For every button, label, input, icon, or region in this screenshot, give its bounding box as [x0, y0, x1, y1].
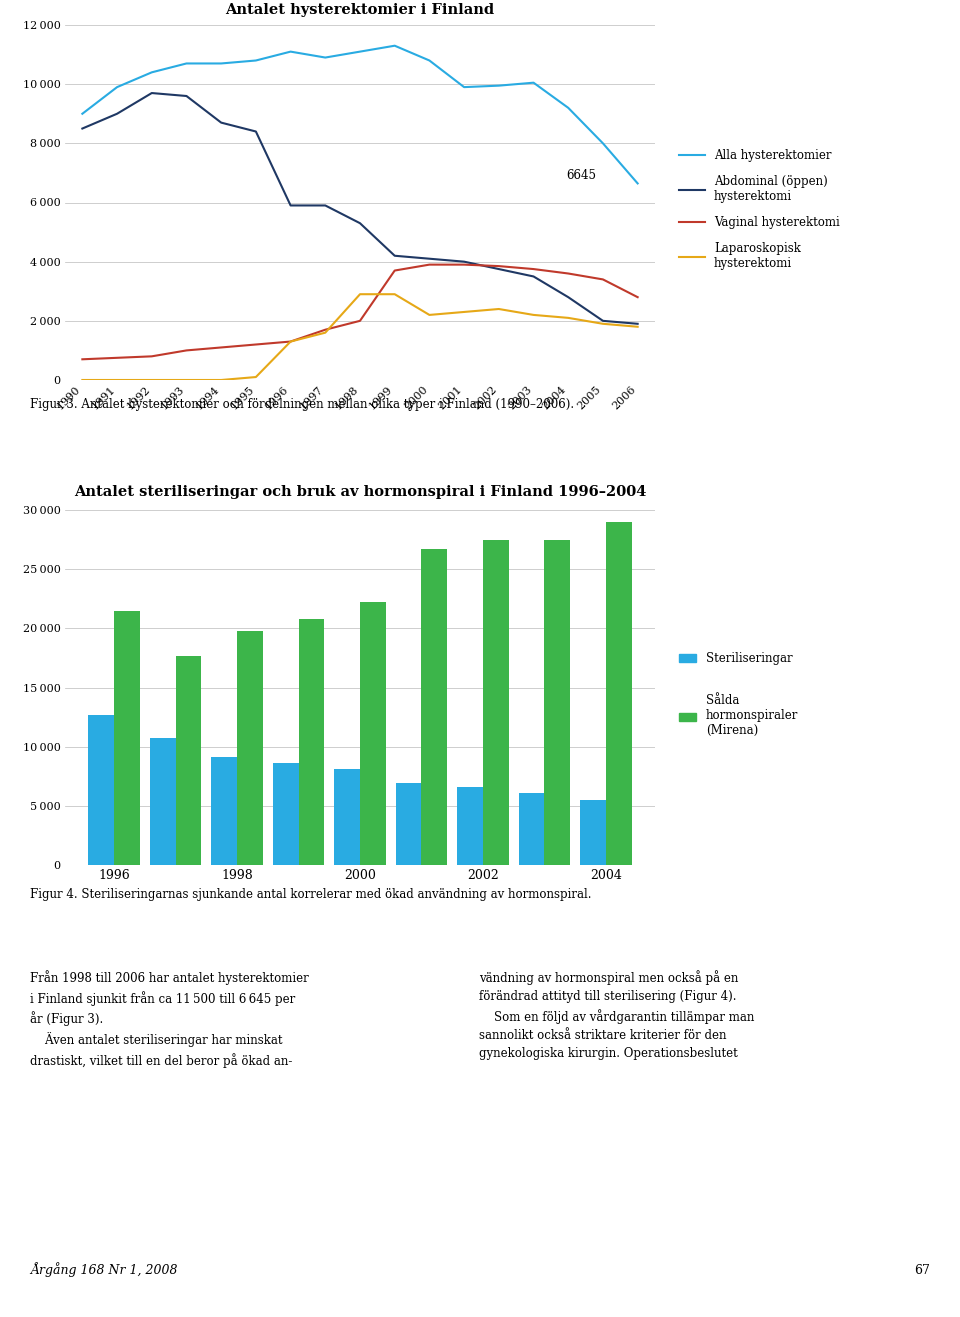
Text: Årgång 168 Nr 1, 2008: Årgång 168 Nr 1, 2008	[30, 1263, 178, 1277]
Bar	[396, 784, 421, 865]
Bar	[88, 715, 114, 865]
Bar	[211, 757, 237, 865]
Text: Figur 3. Antalet hysterektomier och fördelningen mellan olika typer i Finland (1: Figur 3. Antalet hysterektomier och förd…	[30, 398, 574, 411]
Legend: Alla hysterektomier, Abdominal (öppen)
hysterektomi, Vaginal hysterektomi, Lapar: Alla hysterektomier, Abdominal (öppen) h…	[679, 149, 840, 270]
Text: 6645: 6645	[566, 169, 596, 182]
Bar	[606, 522, 632, 865]
Bar	[237, 631, 263, 865]
Bar	[360, 602, 386, 865]
Text: Från 1998 till 2006 har antalet hysterektomier
i Finland sjunkit från ca 11 500 : Från 1998 till 2006 har antalet hysterek…	[30, 971, 309, 1068]
Bar	[421, 549, 447, 865]
Bar	[518, 793, 544, 865]
Title: Antalet hysterektomier i Finland: Antalet hysterektomier i Finland	[226, 3, 494, 17]
Bar	[150, 739, 176, 865]
Bar	[544, 540, 570, 865]
Bar	[273, 764, 299, 865]
Bar	[299, 619, 324, 865]
Text: Figur 4. Steriliseringarnas sjunkande antal korrelerar med ökad användning av ho: Figur 4. Steriliseringarnas sjunkande an…	[30, 888, 591, 901]
Text: vändning av hormonspiral men också på en
förändrad attityd till sterilisering (F: vändning av hormonspiral men också på en…	[479, 971, 755, 1060]
Bar	[176, 656, 202, 865]
Bar	[580, 799, 606, 865]
Title: Antalet steriliseringar och bruk av hormonspiral i Finland 1996–2004: Antalet steriliseringar och bruk av horm…	[74, 485, 646, 499]
Bar	[114, 611, 140, 865]
Bar	[483, 540, 509, 865]
Legend: Steriliseringar, Sålda
hormonspiraler
(Mirena): Steriliseringar, Sålda hormonspiraler (M…	[679, 652, 798, 738]
Bar	[334, 769, 360, 865]
Bar	[457, 786, 483, 865]
Text: 67: 67	[914, 1263, 930, 1276]
